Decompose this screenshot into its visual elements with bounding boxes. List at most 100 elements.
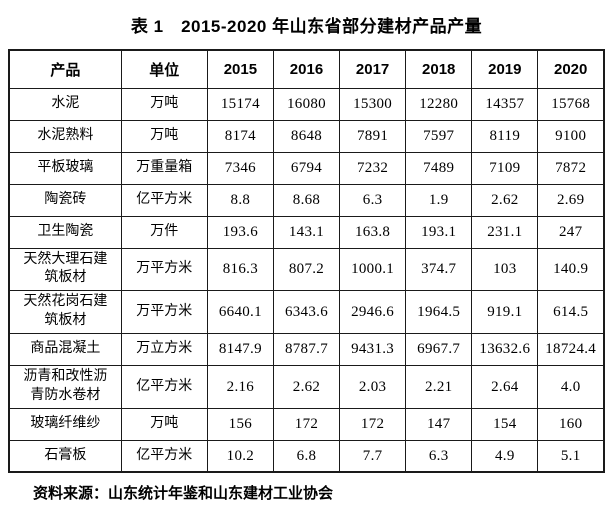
value-cell: 143.1 — [272, 215, 341, 249]
product-cell: 玻璃纤维纱 — [8, 407, 122, 441]
value-cell: 18724.4 — [537, 333, 605, 367]
col-header-unit: 单位 — [120, 49, 208, 89]
value-cell: 193.1 — [405, 215, 473, 249]
table-row: 玻璃纤维纱 万吨 156 172 172 147 154 160 — [8, 407, 605, 441]
value-cell: 614.5 — [537, 290, 605, 335]
value-cell: 1.9 — [405, 183, 473, 217]
table-row: 水泥 万吨 15174 16080 15300 12280 14357 15768 — [8, 87, 605, 121]
value-cell: 7232 — [339, 151, 407, 185]
value-cell: 6343.6 — [272, 290, 341, 335]
col-header-year-2015: 2015 — [206, 49, 274, 89]
col-header-year-2017: 2017 — [339, 49, 407, 89]
value-cell: 6967.7 — [405, 333, 473, 367]
table-row: 天然大理石建筑板材 万平方米 816.3 807.2 1000.1 374.7 103 140… — [8, 247, 605, 292]
value-cell: 2.64 — [471, 365, 539, 409]
product-cell: 天然大理石建筑板材 — [8, 247, 122, 292]
table-row: 石膏板 亿平方米 10.2 6.8 7.7 6.3 4.9 5.1 — [8, 439, 605, 473]
value-cell: 1000.1 — [339, 247, 407, 292]
table-row: 水泥熟料 万吨 8174 8648 7891 7597 8119 9100 — [8, 119, 605, 153]
table-row: 平板玻璃 万重量箱 7346 6794 7232 7489 7109 7872 — [8, 151, 605, 185]
value-cell: 2946.6 — [339, 290, 407, 335]
unit-cell: 万件 — [120, 215, 208, 249]
table-body: 水泥 万吨 15174 16080 15300 12280 14357 15768 水泥熟料 万吨… — [8, 87, 605, 473]
unit-cell: 万吨 — [120, 407, 208, 441]
value-cell: 6.3 — [339, 183, 407, 217]
col-header-year-2016: 2016 — [272, 49, 341, 89]
product-cell: 商品混凝土 — [8, 333, 122, 367]
value-cell: 231.1 — [471, 215, 539, 249]
value-cell: 7489 — [405, 151, 473, 185]
value-cell: 8.68 — [272, 183, 341, 217]
product-cell: 石膏板 — [8, 439, 122, 473]
value-cell: 15300 — [339, 87, 407, 121]
data-source-note: 资料来源：山东统计年鉴和山东建材工业协会 — [33, 485, 334, 503]
value-cell: 16080 — [272, 87, 341, 121]
unit-cell: 万平方米 — [120, 290, 208, 335]
value-cell: 2.21 — [405, 365, 473, 409]
value-cell: 2.69 — [537, 183, 605, 217]
unit-cell: 万吨 — [120, 87, 208, 121]
unit-cell: 万吨 — [120, 119, 208, 153]
value-cell: 156 — [206, 407, 274, 441]
value-cell: 2.16 — [206, 365, 274, 409]
value-cell: 8.8 — [206, 183, 274, 217]
value-cell: 15768 — [537, 87, 605, 121]
value-cell: 7.7 — [339, 439, 407, 473]
production-table: 产品 单位 2015 2016 2017 2018 2019 2020 水泥 万吨 15174 16… — [8, 49, 605, 474]
col-header-year-2020: 2020 — [537, 49, 605, 89]
product-cell: 水泥熟料 — [8, 119, 122, 153]
unit-cell: 亿平方米 — [120, 439, 208, 473]
value-cell: 8648 — [272, 119, 341, 153]
table-title: 表 1 2015-2020 年山东省部分建材产品产量 — [130, 17, 483, 36]
product-cell: 沥青和改性沥青防水卷材 — [8, 365, 122, 409]
table-row: 卫生陶瓷 万件 193.6 143.1 163.8 193.1 231.1 247 — [8, 215, 605, 249]
value-cell: 4.0 — [537, 365, 605, 409]
unit-cell: 万重量箱 — [120, 151, 208, 185]
value-cell: 154 — [471, 407, 539, 441]
value-cell: 193.6 — [206, 215, 274, 249]
value-cell: 807.2 — [272, 247, 341, 292]
value-cell: 247 — [537, 215, 605, 249]
value-cell: 8119 — [471, 119, 539, 153]
value-cell: 147 — [405, 407, 473, 441]
value-cell: 6.8 — [272, 439, 341, 473]
value-cell: 13632.6 — [471, 333, 539, 367]
table-row: 陶瓷砖 亿平方米 8.8 8.68 6.3 1.9 2.62 2.69 — [8, 183, 605, 217]
value-cell: 4.9 — [471, 439, 539, 473]
value-cell: 1964.5 — [405, 290, 473, 335]
value-cell: 9431.3 — [339, 333, 407, 367]
unit-cell: 万平方米 — [120, 247, 208, 292]
table-row: 沥青和改性沥青防水卷材 亿平方米 2.16 2.62 2.03 2.21 2.64 4.0 — [8, 365, 605, 409]
value-cell: 6.3 — [405, 439, 473, 473]
value-cell: 7891 — [339, 119, 407, 153]
product-cell: 平板玻璃 — [8, 151, 122, 185]
value-cell: 172 — [339, 407, 407, 441]
product-cell: 天然花岗石建筑板材 — [8, 290, 122, 335]
value-cell: 7872 — [537, 151, 605, 185]
value-cell: 919.1 — [471, 290, 539, 335]
value-cell: 8174 — [206, 119, 274, 153]
unit-cell: 亿平方米 — [120, 183, 208, 217]
value-cell: 172 — [272, 407, 341, 441]
col-header-year-2019: 2019 — [471, 49, 539, 89]
value-cell: 2.03 — [339, 365, 407, 409]
value-cell: 7597 — [405, 119, 473, 153]
value-cell: 5.1 — [537, 439, 605, 473]
value-cell: 816.3 — [206, 247, 274, 292]
value-cell: 163.8 — [339, 215, 407, 249]
col-header-product: 产品 — [8, 49, 122, 89]
value-cell: 15174 — [206, 87, 274, 121]
value-cell: 103 — [471, 247, 539, 292]
table-row: 天然花岗石建筑板材 万平方米 6640.1 6343.6 2946.6 1964.5 919… — [8, 290, 605, 335]
value-cell: 7346 — [206, 151, 274, 185]
value-cell: 12280 — [405, 87, 473, 121]
value-cell: 8147.9 — [206, 333, 274, 367]
value-cell: 14357 — [471, 87, 539, 121]
col-header-year-2018: 2018 — [405, 49, 473, 89]
value-cell: 9100 — [537, 119, 605, 153]
product-cell: 卫生陶瓷 — [8, 215, 122, 249]
header-row: 产品 单位 2015 2016 2017 2018 2019 2020 — [8, 49, 605, 89]
value-cell: 10.2 — [206, 439, 274, 473]
value-cell: 6794 — [272, 151, 341, 185]
